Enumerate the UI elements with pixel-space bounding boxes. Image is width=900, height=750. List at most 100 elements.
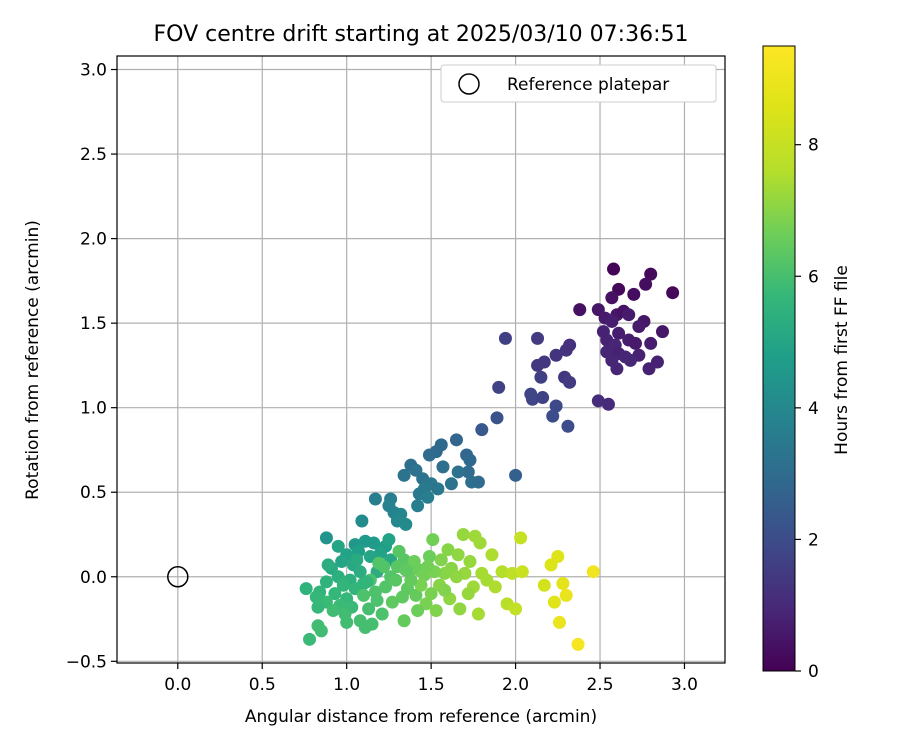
data-point [353,614,367,628]
data-point [495,565,509,579]
data-point [411,604,425,618]
data-point [367,536,381,550]
data-point [605,314,619,328]
y-tick-label: 0.5 [80,483,107,503]
data-point [463,453,477,467]
data-point [509,602,523,616]
x-tick-label: 2.5 [586,675,613,695]
data-point [475,423,489,437]
data-point [461,465,475,479]
data-point [340,615,354,629]
data-point [551,549,565,563]
data-point [639,277,653,291]
data-point [421,560,435,574]
data-point [563,375,577,389]
data-point [549,348,563,362]
data-point [411,499,425,513]
data-point [422,549,436,563]
legend-marker-icon [458,73,480,95]
data-point [556,577,570,591]
y-tick-label: −0.5 [66,652,107,672]
data-point [407,555,421,569]
data-point [514,531,528,545]
data-point [607,262,621,276]
y-tick-label: 1.5 [80,314,107,334]
data-point [431,482,445,496]
y-axis-label: Rotation from reference (arcmin) [23,220,43,500]
plot-frame [116,55,726,664]
data-point [534,370,548,384]
x-tick-label: 0.0 [164,675,191,695]
data-point [422,448,436,462]
data-point [531,331,545,345]
data-point [350,553,364,567]
data-point [644,267,658,281]
data-point [485,548,499,562]
colorbar: 0 2 4 6 8 Hours from first FF file [762,45,852,682]
data-point [488,580,502,594]
data-point [441,543,455,557]
data-point [373,546,387,560]
data-point [382,533,396,547]
legend-box [440,64,717,103]
data-point [409,588,423,602]
colorbar-tick-label: 4 [808,399,819,419]
data-point [421,490,435,504]
reference-point-marker [167,566,189,588]
data-point [389,573,403,587]
colorbar-label: Hours from first FF file [832,265,852,455]
y-tick-label: 2.0 [80,230,107,250]
data-point [335,555,349,569]
data-point [395,590,409,604]
data-point [365,617,379,631]
legend-label: Reference platepar [507,75,669,95]
data-point [357,588,371,602]
data-point [490,411,504,425]
data-point [399,563,413,577]
data-point [498,331,512,345]
data-point [379,580,393,594]
data-point [509,468,523,482]
data-point [353,565,367,579]
data-point [559,588,573,602]
data-point [436,460,450,474]
data-point [314,624,328,638]
data-point [451,465,465,479]
data-point [573,303,587,317]
y-axis-ticks: −0.5 0.0 0.5 1.0 1.5 2.0 2.5 3.0 [66,61,117,672]
x-axis-label: Angular distance from reference (arcmin) [245,707,597,727]
colorbar-gradient [762,45,796,672]
data-point [505,566,519,580]
data-point [404,573,418,587]
data-point [434,553,448,567]
data-point [642,362,656,376]
data-point [426,533,440,547]
data-point [601,397,615,411]
data-point [362,602,376,616]
data-point [644,336,658,350]
data-point [331,539,345,553]
data-point [463,555,477,569]
data-point [453,602,467,616]
data-point [336,578,350,592]
data-point [612,326,626,340]
data-point [561,419,575,433]
x-tick-label: 2.0 [502,675,529,695]
colorbar-tick-label: 8 [808,136,819,156]
data-point [451,548,465,562]
data-point [627,287,641,301]
data-point [429,604,443,618]
data-point [319,575,333,589]
x-tick-label: 1.0 [333,675,360,695]
data-point [321,558,335,572]
x-axis-ticks: 0.0 0.5 1.0 1.5 2.0 2.5 3.0 [164,663,698,695]
data-point [456,527,470,541]
data-point [628,336,642,350]
y-tick-label: 3.0 [80,61,107,81]
data-point [438,583,452,597]
data-point [666,286,680,300]
colorbar-ticks: 0 2 4 6 8 [795,136,819,682]
data-point [326,604,340,618]
data-point [444,477,458,491]
